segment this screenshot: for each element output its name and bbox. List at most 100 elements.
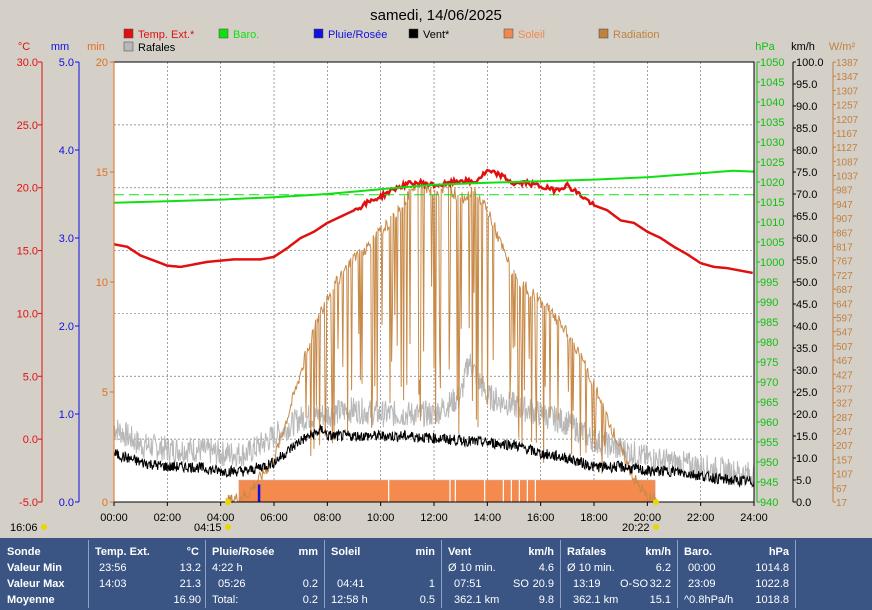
baro-tick-label: 955 [760,437,778,449]
table-cell: Soleil [331,546,361,558]
rad-axis-unit: W/m² [829,41,856,53]
table-cell: 20.9 [532,578,554,590]
table-cell: km/h [645,546,671,558]
baro-tick-label: 960 [760,417,778,429]
rad-tick-label: 687 [836,285,853,296]
rad-tick-label: 817 [836,243,853,254]
table-separator [441,540,442,608]
baro-line [113,169,755,204]
rad-tick-label: 17 [836,498,848,509]
rain-layer [257,484,261,502]
sunset-dot [653,499,659,505]
legend-swatch [123,41,134,52]
rad-tick-label: 107 [836,470,853,481]
table-separator [677,540,678,608]
wind-tick-label: 5.0 [796,475,811,487]
rad-tick-label: 467 [836,356,853,367]
wind-tick-label: 90.0 [796,101,817,113]
table-cell: Pluie/Rosée [212,546,275,558]
table-cell: Rafales [567,546,607,558]
baro-tick-label: 1015 [760,197,784,209]
wind-tick-label: 35.0 [796,343,817,355]
table-cell: 12:58 h [331,594,368,606]
table-cell: 07:51 [454,578,482,590]
wind-tick-label: 20.0 [796,409,817,421]
x-tick-label: 08:00 [314,512,342,524]
rain-tick-label: 1.0 [59,409,74,421]
table-cell: 1018.8 [755,594,789,606]
rad-tick-label: 507 [836,342,853,353]
table-cell: 362.1 km [454,594,500,606]
table-cell: ^0.8hPa/h [684,594,734,606]
sunset-label: 20:22 [622,522,650,534]
chart-title: samedi, 14/06/2025 [370,7,502,24]
temp-tick-label: 15.0 [17,246,38,258]
baro-tick-label: 980 [760,337,778,349]
x-tick-label: 14:00 [474,512,502,524]
table-cell: 9.8 [538,594,554,606]
sun-tick-label: 20 [96,57,108,69]
rad-tick-label: 1307 [836,86,859,97]
legend-label: Pluie/Rosée [328,29,387,41]
rad-tick-label: 597 [836,313,853,324]
baro-tick-label: 995 [760,277,778,289]
table-cell: 0.2 [302,578,318,590]
table-cell: Valeur Max [7,578,65,590]
x-tick-label: 12:00 [420,512,448,524]
rad-tick-label: 1387 [836,58,859,69]
rad-tick-label: 1127 [836,143,858,154]
temp-tick-label: 20.0 [17,183,38,195]
temp-tick-label: 10.0 [17,308,38,320]
table-cell: O-SO [620,578,649,590]
wind-tick-label: 95.0 [796,79,817,91]
baro-tick-label: 1045 [760,77,784,89]
table-sun: Soleil min 04:41 1 12:58 h 0.5 [325,540,441,608]
radiation-layer [225,180,658,504]
sun-tick-label: 0 [102,497,108,509]
table-cell: 362.1 km [573,594,619,606]
table-cell: min [415,546,435,558]
sun-tick-label: 5 [102,387,108,399]
summary-table: Sonde Valeur Min Valeur Max Moyenne Temp. Ex… [0,538,872,610]
legend: Temp. Ext.* Baro. Pluie/Rosée Vent* Soleil Ra… [123,28,659,54]
sunrise-dot [225,499,231,505]
rad-tick-label: 1207 [836,115,859,126]
rad-tick-label: 1087 [836,157,859,168]
sun-markers: 16:06 04:15 20:22 [10,499,659,534]
temp-tick-label: 5.0 [23,371,38,383]
table-cell: 1 [428,578,435,590]
baro-tick-label: 990 [760,297,778,309]
table-cell: Ø 10 min. [567,562,615,574]
x-tick-label: 22:00 [687,512,715,524]
rain-tick-label: 4.0 [59,145,74,157]
legend-swatch [218,28,229,39]
radiation-line [225,180,658,504]
baro-tick-label: 1040 [760,97,784,109]
table-cell: hPa [768,546,789,558]
table-gust: Rafales km/h Ø 10 min. 6.2 13:19 O-SO 32.2 362.… [561,540,677,608]
baro-tick-label: 1005 [760,237,784,249]
sun-tick-label: 15 [96,167,108,179]
rad-tick-label: 947 [836,200,853,211]
table-cell: 21.3 [179,578,201,590]
rain-bar [257,484,261,502]
table-cell: 15.1 [649,594,671,606]
baro-tick-label: 1010 [760,217,784,229]
rad-tick-label: 1037 [836,172,859,183]
table-cell: Valeur Min [7,562,63,574]
table-cell: Moyenne [7,594,55,606]
rad-tick-label: 867 [836,228,853,239]
table-cell: Baro. [684,546,713,558]
x-tick-label: 16:00 [527,512,555,524]
x-tick-label: 18:00 [580,512,608,524]
wind-tick-label: 65.0 [796,211,817,223]
x-tick-label: 02:00 [154,512,182,524]
wind-tick-label: 15.0 [796,431,817,443]
baro-tick-label: 940 [760,497,778,509]
temp-axis-unit: °C [18,41,30,53]
table-separator [88,540,89,608]
rain-axis-unit: mm [51,41,69,53]
rad-tick-label: 987 [836,186,853,197]
legend-label: Vent* [423,29,450,41]
table-cell: 00:00 [688,562,716,574]
